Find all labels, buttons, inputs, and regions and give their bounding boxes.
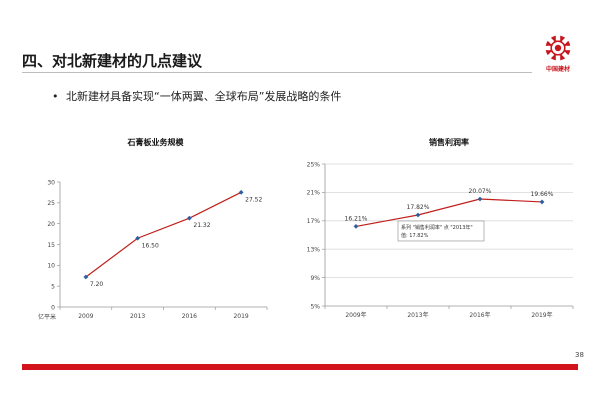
data-point [539,199,545,205]
data-label: 27.52 [245,196,262,203]
series-line [355,198,543,227]
y-tick-label: 21% [307,190,321,197]
cnbm-logo: 中国建材 [541,33,575,75]
x-tick-label: 2009年 [345,311,366,319]
x-tick-label: 2013 [130,313,145,320]
y-tick-label: 5% [310,303,320,310]
data-point [186,215,192,221]
chart-title: 石膏板业务规模 [127,137,185,147]
title-divider [22,72,532,73]
y-tick-label: 0 [51,304,55,311]
tooltip-line2: 值: 17.82% [401,232,429,239]
data-label: 16.21% [345,215,368,222]
data-point [477,196,483,202]
tooltip-box [397,220,485,242]
x-tick-label: 2019年 [531,311,552,319]
logo-text: 中国建材 [545,66,570,73]
x-tick-label: 2013年 [407,311,428,319]
y-tick-label: 9% [310,275,320,282]
y-tick-label: 25% [307,161,321,168]
y-tick-label: 5 [51,283,55,290]
data-point [353,224,359,229]
data-label: 19.66% [531,191,554,198]
data-label: 20.07% [469,188,492,195]
chart-title: 销售利润率 [429,137,469,147]
data-point [135,235,141,241]
data-point [415,212,421,218]
bullet-point: • 北新建材具备实现“一体两翼、全球布局”发展战略的条件 [52,88,341,104]
x-tick-label: 2016 [182,313,197,320]
x-tick-label: 2009 [78,313,93,320]
y-tick-label: 25 [47,200,55,207]
y-tick-label: 10 [47,263,55,270]
bullet-dot: • [52,90,59,103]
data-label: 16.50 [142,242,159,249]
y-tick-label: 17% [307,218,321,225]
y-tick-label: 13% [307,247,321,254]
data-label: 17.82% [407,204,430,211]
y-axis-label: 亿平米 [38,313,56,321]
data-point [83,274,89,280]
page-title: 四、对北新建材的几点建议 [22,52,203,70]
y-tick-label: 20 [47,221,55,228]
x-tick-label: 2019 [233,313,248,320]
page-number: 38 [575,351,584,359]
bullet-text: 北新建材具备实现“一体两翼、全球布局”发展战略的条件 [66,90,342,103]
data-label: 7.20 [90,281,104,288]
series-line [85,191,242,278]
tooltip-line1: 系列 "销售利润率" 点 "2013年" [401,224,473,231]
y-tick-label: 30 [47,179,55,186]
y-tick-label: 15 [47,242,55,249]
footer-bar [22,364,578,370]
x-tick-label: 2016年 [469,311,490,319]
data-label: 21.32 [193,222,210,229]
data-point [238,189,244,195]
cnbm-logo-icon [544,34,572,62]
